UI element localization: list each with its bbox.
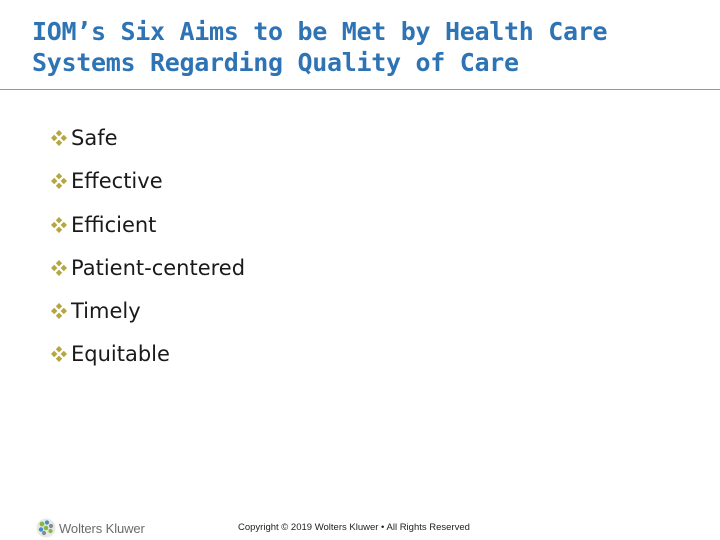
diamond-quad-bullet-icon xyxy=(51,346,67,363)
logo-text: Wolters Kluwer xyxy=(59,520,145,536)
diamond-quad-bullet-icon xyxy=(51,173,67,190)
bullet-item: Effective xyxy=(50,167,245,210)
diamond-quad-bullet-icon xyxy=(51,259,67,276)
copyright-text: Copyright © 2019 Wolters Kluwer • All Ri… xyxy=(238,522,470,533)
bullet-label: Efficient xyxy=(71,212,157,237)
title-line-1: IOM’s Six Aims to be Met by Health Care xyxy=(32,17,608,46)
bullet-list: Safe Effective E xyxy=(50,124,245,384)
bullet-label: Equitable xyxy=(71,342,170,367)
bullet-label: Effective xyxy=(71,169,163,194)
slide-title: IOM’s Six Aims to be Met by Health Care … xyxy=(32,16,702,78)
footer-logo: Wolters Kluwer xyxy=(36,518,145,538)
bullet-item: Equitable xyxy=(50,340,245,383)
bullet-item: Efficient xyxy=(50,211,245,254)
diamond-quad-bullet-icon xyxy=(51,216,67,233)
diamond-quad-bullet-icon xyxy=(51,130,67,146)
bullet-item: Safe xyxy=(50,124,245,167)
bullet-label: Safe xyxy=(71,126,118,150)
bullet-label: Timely xyxy=(71,299,141,324)
bullet-item: Timely xyxy=(50,297,245,340)
diamond-quad-bullet-icon xyxy=(51,303,67,320)
title-divider xyxy=(0,89,720,90)
bullet-item: Patient-centered xyxy=(50,254,245,297)
bullet-label: Patient-centered xyxy=(71,255,246,280)
title-line-2: Systems Regarding Quality of Care xyxy=(32,48,519,77)
wolters-kluwer-logo-icon xyxy=(36,518,56,538)
